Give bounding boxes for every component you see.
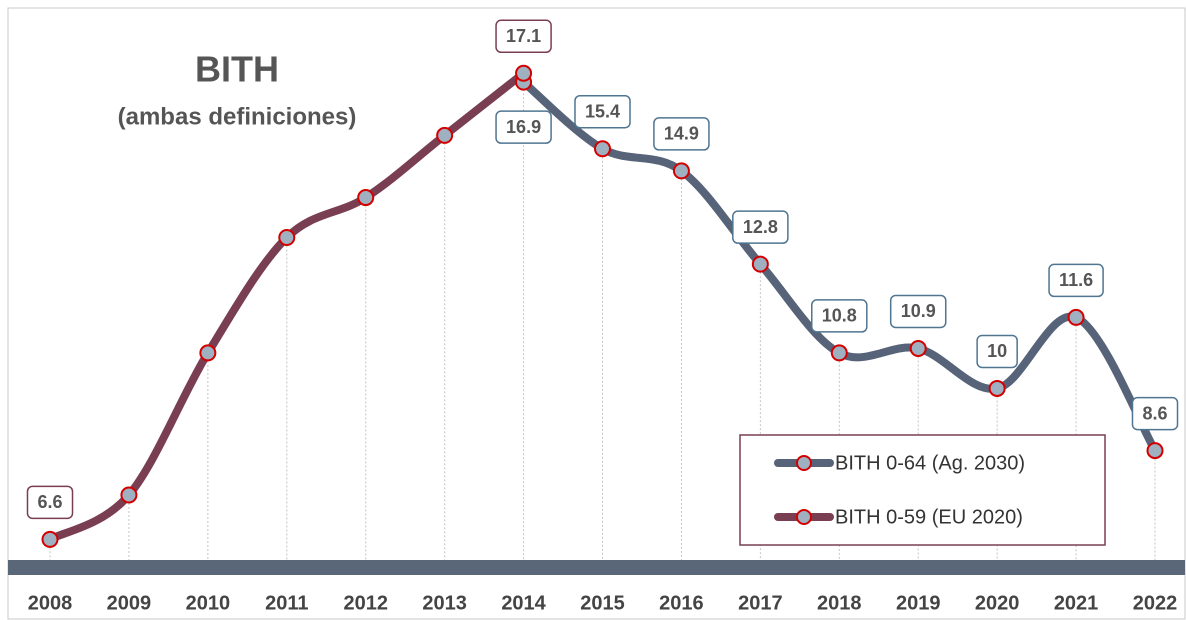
data-label: 6.6 bbox=[26, 485, 74, 520]
marker bbox=[41, 530, 59, 548]
frame bbox=[7, 7, 1186, 620]
data-label-box bbox=[889, 294, 947, 329]
data-label: 10.9 bbox=[889, 294, 947, 329]
marker bbox=[594, 140, 611, 158]
x-tick-label: 2016 bbox=[659, 592, 704, 614]
data-label-text: 10.8 bbox=[822, 306, 857, 326]
data-label-box bbox=[574, 94, 631, 129]
data-label-text: 15.4 bbox=[585, 101, 620, 121]
data-label-box bbox=[732, 210, 789, 244]
marker bbox=[199, 344, 217, 362]
data-label-text: 12.8 bbox=[743, 217, 778, 237]
x-tick-label: 2019 bbox=[896, 592, 941, 614]
marker bbox=[436, 126, 454, 144]
x-tick-label: 2022 bbox=[1133, 592, 1178, 614]
x-tick-label: 2020 bbox=[975, 592, 1020, 614]
data-label-text: 14.9 bbox=[664, 124, 699, 144]
x-tick-label: 2012 bbox=[343, 592, 388, 614]
x-tick-label: 2011 bbox=[265, 592, 308, 614]
data-label: 8.6 bbox=[1131, 396, 1179, 431]
data-label-box bbox=[495, 19, 552, 54]
legend-marker bbox=[796, 509, 812, 525]
data-label-box bbox=[653, 117, 710, 151]
data-label: 10.8 bbox=[811, 299, 868, 333]
data-label: 12.8 bbox=[732, 210, 789, 244]
data-label-text: 11.6 bbox=[1059, 270, 1093, 290]
data-label-text: 8.6 bbox=[1142, 403, 1167, 423]
marker bbox=[672, 162, 690, 180]
data-label-box bbox=[495, 110, 552, 144]
data-label-box bbox=[26, 485, 74, 520]
x-tick-label: 2015 bbox=[580, 592, 625, 614]
marker bbox=[830, 344, 848, 362]
legend: BITH 0-64 (Ag. 2030) BITH 0-59 (EU 2020) bbox=[739, 434, 1106, 546]
data-label: 11.6 bbox=[1048, 263, 1104, 298]
data-label: 14.9 bbox=[653, 117, 710, 151]
x-tick-label: 2017 bbox=[738, 592, 783, 614]
data-label-text: 16.9 bbox=[506, 117, 541, 137]
data-label-box bbox=[1131, 396, 1179, 431]
marker bbox=[278, 229, 296, 247]
data-label-box bbox=[811, 299, 868, 333]
marker bbox=[988, 379, 1006, 397]
data-label-box bbox=[1048, 263, 1104, 298]
data-label: 15.4 bbox=[574, 94, 631, 129]
data-label-text: 17.1 bbox=[506, 26, 541, 46]
data-label: 16.9 bbox=[495, 110, 552, 144]
x-tick-label: 2009 bbox=[107, 592, 152, 614]
x-tick-label: 2008 bbox=[28, 592, 73, 614]
x-tick-label: 2010 bbox=[186, 592, 231, 614]
data-label-box bbox=[976, 334, 1018, 369]
data-label: 10 bbox=[976, 334, 1018, 369]
marker bbox=[515, 64, 533, 82]
data-label-text: 10 bbox=[987, 341, 1007, 361]
data-label: 17.1 bbox=[495, 19, 552, 54]
legend-label: BITH 0-59 (EU 2020) bbox=[835, 506, 1023, 528]
data-label-text: 6.6 bbox=[37, 492, 62, 512]
data-label-text: 10.9 bbox=[901, 301, 936, 321]
marker bbox=[751, 255, 769, 273]
x-axis-band bbox=[8, 560, 1185, 575]
x-tick-label: 2014 bbox=[501, 592, 546, 614]
marker bbox=[120, 486, 138, 504]
legend-label: BITH 0-64 (Ag. 2030) bbox=[835, 452, 1025, 474]
chart-title: BITH bbox=[195, 49, 279, 90]
marker bbox=[357, 189, 375, 207]
x-tick-label: 2021 bbox=[1054, 592, 1099, 614]
marker bbox=[909, 339, 927, 357]
x-tick-label: 2018 bbox=[817, 592, 862, 614]
legend-box bbox=[739, 434, 1106, 546]
marker bbox=[1067, 308, 1085, 326]
legend-marker bbox=[796, 455, 812, 471]
chart-subtitle: (ambas definiciones) bbox=[118, 103, 357, 130]
x-tick-label: 2013 bbox=[422, 592, 467, 614]
marker bbox=[1146, 442, 1164, 460]
